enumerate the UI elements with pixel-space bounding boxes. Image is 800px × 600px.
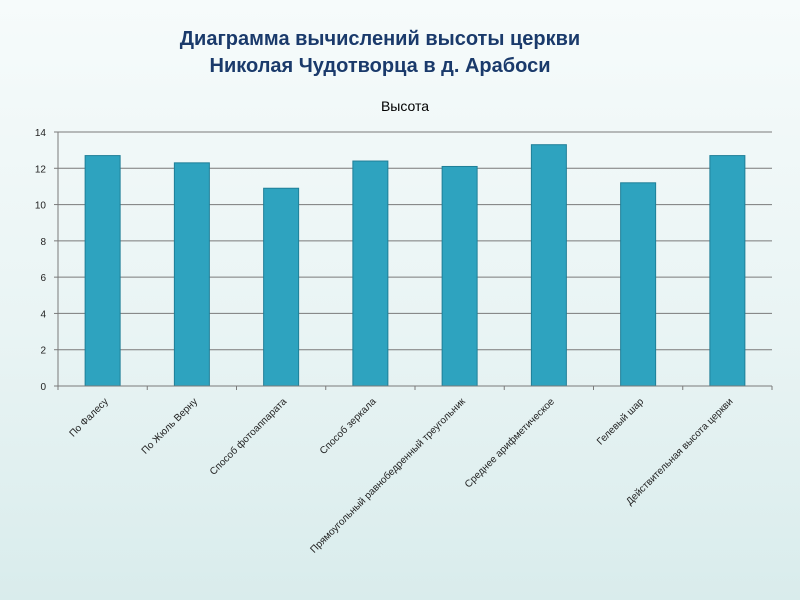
bar [441, 165, 478, 387]
bar [263, 187, 300, 387]
x-category-label: По Жюль Верну [140, 396, 200, 456]
bar [173, 162, 210, 387]
bars [84, 144, 746, 387]
y-tick-label: 14 [35, 128, 47, 139]
x-category-label: Способ фотоаппарата [207, 395, 289, 477]
x-category-label: Способ зеркала [317, 395, 378, 456]
grid-lines [58, 131, 772, 351]
bar [352, 160, 389, 387]
axes [54, 131, 773, 390]
y-tick-label: 10 [35, 201, 47, 212]
x-category-label: Среднее арифметическое [462, 395, 557, 490]
y-tick-label: 6 [40, 273, 46, 284]
y-tick-label: 2 [40, 346, 46, 357]
bar [709, 155, 746, 387]
x-category-label: Прямоугольный равнобедренный треугольник [308, 395, 468, 555]
x-category-label: По Фалесу [68, 396, 111, 439]
slide-title: Диаграмма вычислений высоты церкви Никол… [0, 26, 760, 80]
y-tick-label: 4 [40, 309, 46, 320]
y-tick-label: 8 [40, 237, 46, 248]
chart-title: Высота [381, 98, 429, 114]
bar [530, 144, 567, 387]
bar [84, 155, 121, 387]
x-category-label: Гелевый шар [595, 396, 646, 447]
y-tick-label: 0 [40, 382, 46, 393]
x-category-label: Действительная высота церкви [624, 396, 735, 507]
slide-title-line-2: Николая Чудотворца в д. Арабоси [209, 55, 551, 77]
slide-title-line-1: Диаграмма вычислений высоты церкви [179, 28, 581, 50]
y-tick-label: 12 [35, 164, 47, 175]
bar [620, 182, 657, 387]
